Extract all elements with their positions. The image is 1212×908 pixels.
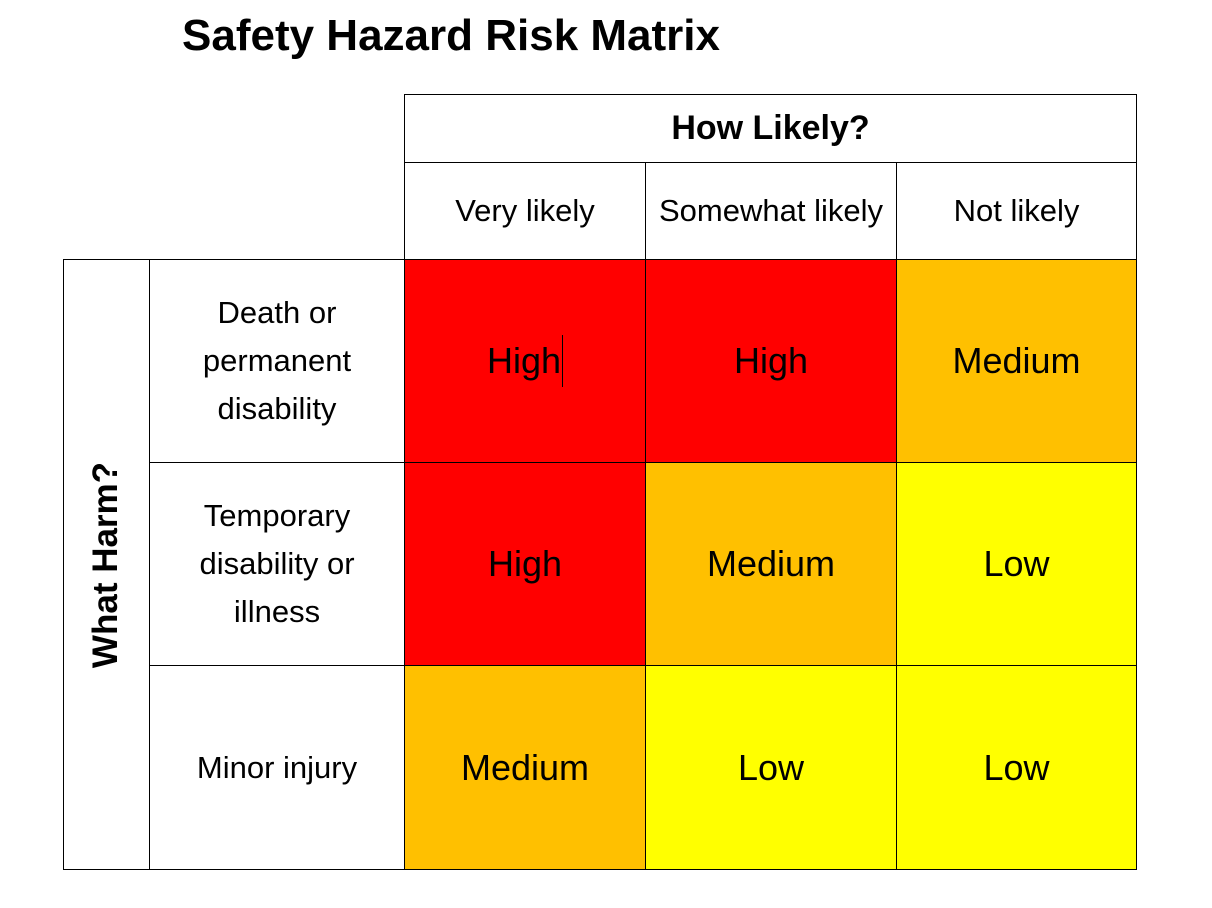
text-cursor — [562, 335, 564, 387]
risk-cell[interactable]: Medium — [896, 259, 1137, 463]
column-header-not-likely: Not likely — [896, 162, 1137, 260]
risk-cell[interactable]: Low — [896, 665, 1137, 870]
risk-cell[interactable]: High — [645, 259, 897, 463]
harm-header-label: What Harm? — [86, 461, 126, 668]
risk-cell[interactable]: Low — [896, 462, 1137, 666]
row-header-temporary: Temporary disability or illness — [149, 462, 405, 666]
likelihood-header: How Likely? — [404, 94, 1137, 163]
risk-cell[interactable]: Medium — [645, 462, 897, 666]
row-header-death: Death or permanent disability — [149, 259, 405, 463]
page-title: Safety Hazard Risk Matrix — [182, 11, 720, 60]
risk-cell[interactable]: High — [404, 259, 646, 463]
risk-cell[interactable]: High — [404, 462, 646, 666]
risk-cell-label: High — [486, 340, 562, 381]
column-header-somewhat-likely: Somewhat likely — [645, 162, 897, 260]
row-header-minor: Minor injury — [149, 665, 405, 870]
risk-cell[interactable]: Low — [645, 665, 897, 870]
harm-header: What Harm? — [63, 259, 150, 870]
column-header-very-likely: Very likely — [404, 162, 646, 260]
risk-cell[interactable]: Medium — [404, 665, 646, 870]
